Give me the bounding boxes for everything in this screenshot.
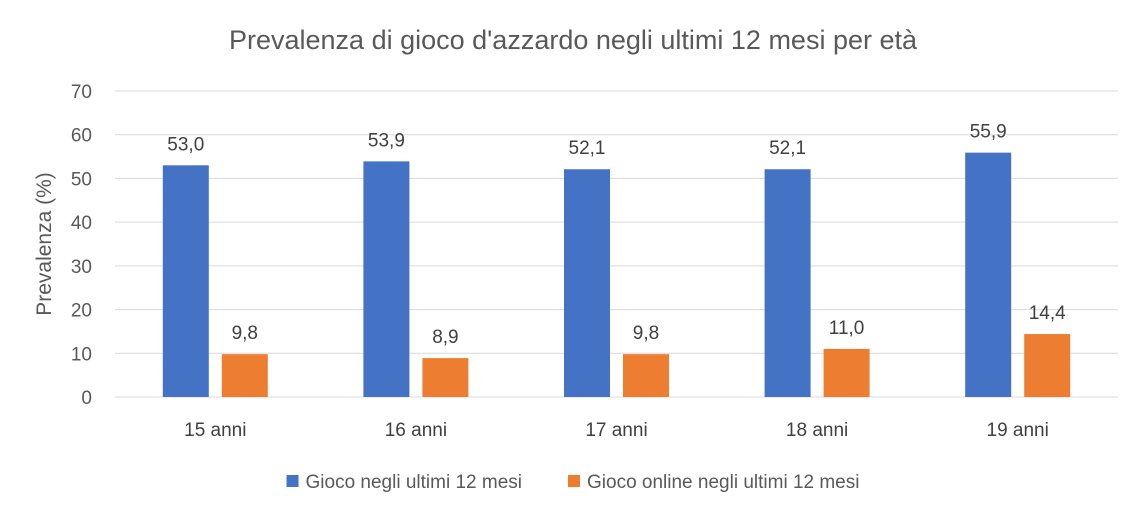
y-axis-label: Prevalenza (%) xyxy=(33,172,56,316)
legend-label: Gioco online negli ultimi 12 mesi xyxy=(587,472,859,493)
bar-gioco-online xyxy=(623,354,669,397)
y-tick-label: 40 xyxy=(71,213,92,234)
x-tick-label: 15 anni xyxy=(184,420,246,441)
data-label: 11,0 xyxy=(829,318,865,339)
gridlines xyxy=(115,90,1118,398)
bar-gioco xyxy=(363,161,410,397)
y-tick-label: 30 xyxy=(71,257,92,278)
x-axis-ticks: 15 anni 16 anni 17 anni 18 anni 19 anni xyxy=(184,420,1049,441)
data-label: 52,1 xyxy=(569,138,606,159)
y-tick-label: 70 xyxy=(71,82,92,103)
data-label: 8,9 xyxy=(432,327,458,348)
x-tick-label: 16 anni xyxy=(385,420,447,441)
y-axis-ticks: 0 10 20 30 40 50 60 70 xyxy=(71,82,92,409)
bar-gioco xyxy=(965,152,1012,397)
legend-label: Gioco negli ultimi 12 mesi xyxy=(306,472,522,493)
bar-gioco-online xyxy=(823,348,870,397)
data-label: 55,9 xyxy=(970,122,1007,143)
y-tick-label: 10 xyxy=(71,344,92,365)
y-tick-label: 20 xyxy=(71,301,92,322)
y-tick-label: 50 xyxy=(71,169,92,190)
data-label: 53,0 xyxy=(167,134,204,155)
bar-gioco xyxy=(162,165,209,397)
bar-gioco-online xyxy=(422,358,469,397)
data-label: 14,4 xyxy=(1029,303,1066,324)
data-label: 52,1 xyxy=(769,138,806,159)
data-labels: 53,0 9,8 53,9 8,9 52,1 9,8 52,1 11,0 55,9 14,4 xyxy=(167,122,1066,348)
chart-title: Prevalenza di gioco d'azzardo negli ulti… xyxy=(229,25,918,55)
data-label: 9,8 xyxy=(633,323,659,344)
legend-swatch xyxy=(568,475,581,487)
data-label: 9,8 xyxy=(232,323,258,344)
x-tick-label: 17 anni xyxy=(585,420,647,441)
bar-gioco-online xyxy=(1024,334,1071,397)
data-label: 53,9 xyxy=(368,130,405,151)
bar-gioco xyxy=(564,169,610,397)
legend: Gioco negli ultimi 12 mesi Gioco online n… xyxy=(286,472,859,493)
x-tick-label: 19 anni xyxy=(987,420,1049,441)
y-tick-label: 0 xyxy=(81,388,92,409)
x-tick-label: 18 anni xyxy=(786,420,848,441)
bar-gioco xyxy=(764,169,811,397)
bars xyxy=(162,152,1071,397)
bar-gioco-online xyxy=(221,354,268,397)
y-tick-label: 60 xyxy=(71,126,92,147)
legend-swatch xyxy=(286,475,299,487)
